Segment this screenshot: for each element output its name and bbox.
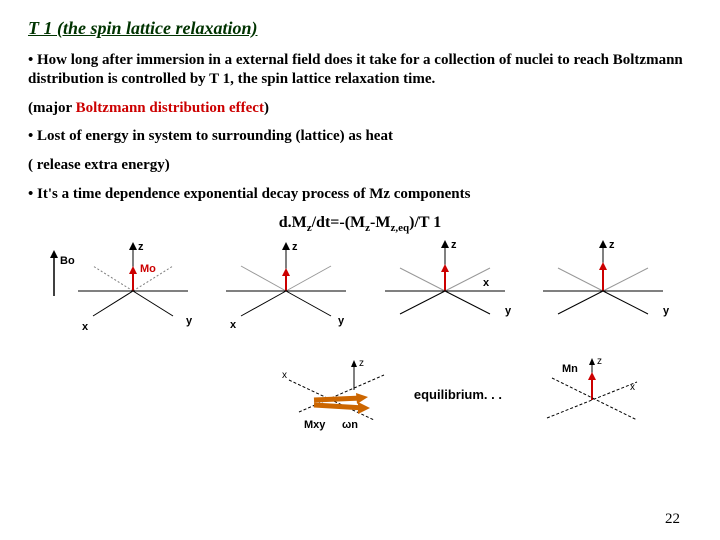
label-z5: z (359, 358, 364, 369)
eq-post: )/T 1 (409, 214, 441, 231)
label-mn: Mn (562, 363, 578, 375)
b2-post: ) (264, 100, 269, 116)
b2-pre: (major (28, 100, 76, 116)
eq-mid2: -M (370, 214, 390, 231)
page-number: 22 (665, 511, 680, 528)
eq-mid1: /dt=-(M (312, 214, 366, 231)
label-x1: x (82, 321, 89, 333)
diagram-3: z x y (365, 236, 524, 346)
bullet-2: (major Boltzmann distribution effect) (28, 99, 692, 118)
label-x6: x (630, 382, 635, 393)
label-mo: Mo (140, 263, 156, 275)
label-x5: x (282, 370, 287, 381)
eq-pre: d.M (279, 214, 307, 231)
bullet-1: • How long after immersion in a external… (28, 51, 692, 89)
bullet-4: ( release extra energy) (28, 156, 692, 175)
label-z2: z (292, 241, 298, 253)
diagram-row-bottom: z x Mxy ωn equilibrium. . . z Mn (28, 350, 692, 440)
equation: d.Mz/dt=-(Mz-Mz,eq)/T 1 (28, 214, 692, 234)
label-y3: y (505, 305, 512, 317)
label-z4: z (609, 239, 615, 251)
page-title: T 1 (the spin lattice relaxation) (28, 18, 692, 39)
label-y4: y (663, 305, 670, 317)
diagram-5: z x Mxy ωn (234, 350, 404, 440)
label-z1: z (138, 241, 144, 253)
diagram-2: z x y (206, 236, 365, 346)
diagram-4: z y (523, 236, 682, 346)
label-mxy: Mxy (304, 419, 326, 431)
bullet-3: • Lost of energy in system to surroundin… (28, 127, 692, 146)
bullet-5: • It's a time dependence exponential dec… (28, 185, 692, 204)
diagram-6: z Mn x (512, 350, 662, 440)
eq-s3: z,eq (390, 222, 409, 234)
b2-red: Boltzmann distribution effect (76, 100, 264, 116)
label-x2: x (230, 319, 237, 331)
label-x3: x (483, 277, 490, 289)
label-z6: z (597, 356, 602, 367)
equilibrium-text: equilibrium. . . (408, 387, 508, 402)
label-wn: ωn (342, 419, 358, 431)
diagram-1: Bo z Mo x y (38, 236, 206, 346)
label-y1: y (186, 315, 193, 327)
label-bo: Bo (60, 255, 75, 267)
label-y2: y (338, 315, 345, 327)
diagram-row-top: Bo z Mo x y z (28, 236, 692, 346)
label-z3: z (451, 239, 457, 251)
